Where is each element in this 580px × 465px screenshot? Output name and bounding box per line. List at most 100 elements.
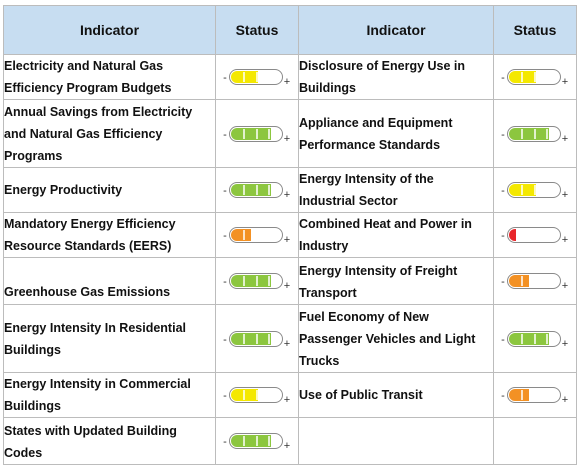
status-gauge: - +: [221, 67, 291, 88]
gauge-minus-sign: -: [223, 436, 227, 448]
battery-icon: [507, 273, 561, 289]
battery-segment-divider: [256, 276, 258, 286]
gauge-plus-sign: +: [283, 394, 291, 406]
header-indicator-left: Indicator: [3, 5, 216, 55]
gauge-plus-sign: +: [283, 189, 291, 201]
status-cell-left: - +: [215, 212, 299, 258]
status-gauge: - +: [221, 329, 291, 349]
table-row: Energy Intensity in Commercial Buildings…: [3, 372, 577, 418]
gauge-plus-sign: +: [283, 132, 291, 145]
battery-fill: [231, 435, 271, 447]
battery-icon: [507, 182, 561, 198]
status-cell-left: - +: [215, 372, 299, 418]
battery-segment-divider: [268, 333, 270, 344]
status-gauge: - +: [499, 271, 569, 292]
battery-fill: [509, 184, 536, 196]
gauge-plus-sign: +: [561, 337, 569, 350]
indicator-status-table: Indicator Status Indicator Status Electr…: [3, 5, 577, 465]
battery-segment-divider: [534, 185, 536, 195]
battery-segment-divider: [546, 128, 548, 139]
header-indicator-right: Indicator: [298, 5, 494, 55]
battery-segment-divider: [256, 333, 258, 344]
indicator-label: Annual Savings from Electricity and Natu…: [4, 104, 193, 163]
table-header-row: Indicator Status Indicator Status: [3, 5, 577, 55]
gauge-minus-sign: -: [223, 390, 227, 402]
battery-segment-divider: [243, 230, 245, 240]
battery-icon: [229, 433, 283, 449]
status-cell-left: - +: [215, 257, 299, 305]
indicator-cell-left: Energy Productivity: [3, 167, 216, 213]
gauge-plus-sign: +: [561, 132, 569, 145]
gauge-plus-sign: +: [283, 280, 291, 292]
indicator-label: States with Updated Building Codes: [4, 424, 177, 460]
status-cell-right: - +: [493, 304, 577, 373]
indicator-cell-left: Energy Intensity in Commercial Buildings: [3, 372, 216, 418]
battery-fill: [231, 332, 271, 345]
indicator-cell-right: [298, 417, 494, 465]
gauge-plus-sign: +: [283, 440, 291, 452]
gauge-plus-sign: +: [561, 234, 569, 246]
indicator-cell-left: Greenhouse Gas Emissions: [3, 257, 216, 305]
battery-segment-divider: [243, 185, 245, 195]
gauge-plus-sign: +: [283, 234, 291, 246]
battery-icon: [507, 227, 561, 243]
indicator-label: Disclosure of Energy Use in Buildings: [299, 59, 466, 95]
status-cell-right: - +: [493, 257, 577, 305]
battery-fill: [231, 389, 258, 401]
indicator-label: Energy Productivity: [4, 183, 123, 197]
status-gauge: - +: [499, 180, 569, 201]
table-row: Mandatory Energy Efficiency Resource Sta…: [3, 212, 577, 258]
battery-icon: [229, 227, 283, 243]
indicator-label: Energy Intensity In Residential Building…: [4, 320, 186, 357]
battery-segment-divider: [256, 128, 258, 139]
indicator-cell-left: Mandatory Energy Efficiency Resource Sta…: [3, 212, 216, 258]
status-cell-right: - +: [493, 99, 577, 168]
battery-icon: [507, 330, 561, 347]
gauge-plus-sign: +: [561, 280, 569, 292]
indicator-label: Energy Intensity of Freight Transport: [299, 264, 458, 300]
battery-icon: [229, 182, 283, 198]
header-status-right: Status: [493, 5, 577, 55]
battery-segment-divider: [521, 333, 523, 344]
indicator-label: Fuel Economy of New Passenger Vehicles a…: [299, 309, 476, 368]
indicator-label: Energy Intensity in Commercial Buildings: [4, 377, 191, 413]
gauge-minus-sign: -: [223, 185, 227, 197]
battery-segment-divider: [243, 390, 245, 400]
table-body: Electricity and Natural Gas Efficiency P…: [3, 54, 577, 465]
gauge-minus-sign: -: [501, 72, 505, 84]
indicator-label: Electricity and Natural Gas Efficiency P…: [4, 59, 172, 95]
battery-icon: [507, 69, 561, 85]
battery-icon: [229, 69, 283, 85]
gauge-minus-sign: -: [501, 390, 505, 402]
gauge-minus-sign: -: [223, 333, 227, 346]
status-cell-left: - +: [215, 417, 299, 465]
indicator-cell-right: Combined Heat and Power in Industry: [298, 212, 494, 258]
status-cell-right: - +: [493, 167, 577, 213]
battery-segment-divider: [534, 72, 536, 82]
status-gauge: - +: [221, 180, 291, 201]
indicator-cell-right: Fuel Economy of New Passenger Vehicles a…: [298, 304, 494, 373]
table-row: Energy Productivity - + Energy Intensity of…: [3, 167, 577, 213]
status-gauge: - +: [499, 385, 569, 406]
battery-fill: [231, 127, 271, 140]
battery-fill: [509, 389, 529, 401]
battery-fill: [509, 332, 549, 345]
battery-fill: [509, 71, 536, 83]
battery-segment-divider: [256, 185, 258, 195]
status-cell-left: - +: [215, 167, 299, 213]
status-gauge: - +: [221, 124, 291, 144]
table-row: Greenhouse Gas Emissions - + Energy Intensi…: [3, 257, 577, 305]
battery-segment-divider: [521, 72, 523, 82]
indicator-cell-right: Energy Intensity of the Industrial Secto…: [298, 167, 494, 213]
gauge-plus-sign: +: [561, 394, 569, 406]
indicator-cell-right: Disclosure of Energy Use in Buildings: [298, 54, 494, 100]
battery-fill: [231, 71, 258, 83]
battery-segment-divider: [534, 128, 536, 139]
gauge-plus-sign: +: [561, 189, 569, 201]
table-row: Energy Intensity In Residential Building…: [3, 304, 577, 373]
status-gauge: - +: [221, 431, 291, 452]
indicator-cell-left: Electricity and Natural Gas Efficiency P…: [3, 54, 216, 100]
indicator-cell-left: Energy Intensity In Residential Building…: [3, 304, 216, 373]
status-cell-right: - +: [493, 212, 577, 258]
